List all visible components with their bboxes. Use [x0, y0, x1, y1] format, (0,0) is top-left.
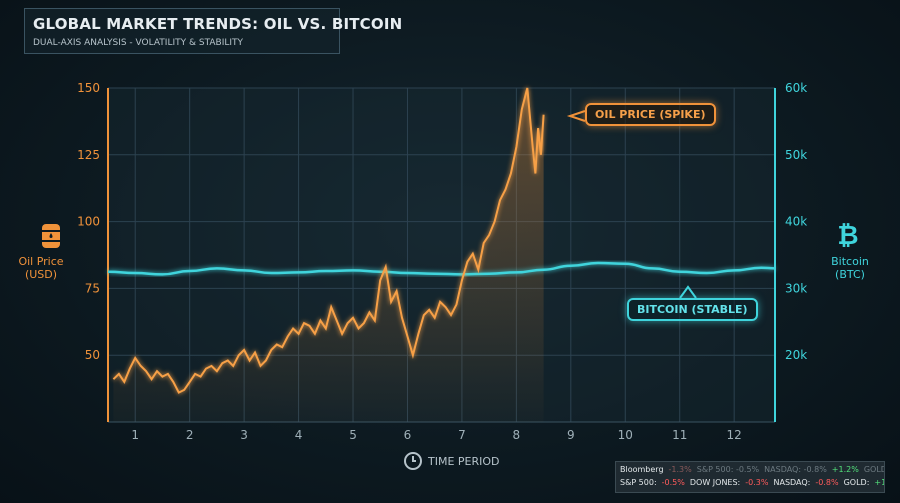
- ticker-item: +1.2%: [874, 478, 884, 487]
- left-tick-label: 75: [85, 281, 100, 295]
- clock-icon: [404, 452, 422, 470]
- ticker-item: -1.3%: [668, 465, 692, 474]
- x-axis-label-text: TIME PERIOD: [428, 454, 500, 468]
- x-tick-label: 6: [404, 428, 412, 442]
- x-tick-label: 12: [727, 428, 742, 442]
- left-tick-label: 100: [77, 215, 100, 229]
- x-axis-label: TIME PERIOD: [404, 452, 500, 470]
- bitcoin-series-line: [107, 261, 776, 276]
- x-tick-label: 4: [295, 428, 303, 442]
- ticker-item: -0.8%: [815, 478, 839, 487]
- ticker-item: NASDAQ:: [773, 478, 811, 487]
- x-tick-label: 10: [618, 428, 633, 442]
- ticker-item: S&P 500: -0.5%: [696, 465, 760, 474]
- right-axis-label: Bitcoin (BTC): [822, 255, 878, 281]
- ticker-row-1: Bloomberg -1.3% S&P 500: -0.5% NASDAQ: -0.8…: [620, 465, 884, 474]
- left-axis-label-line2: (USD): [24, 268, 58, 281]
- oil-area-fill: [113, 88, 544, 422]
- oil-series-line: [112, 87, 545, 394]
- ticker-item: S&P 500:: [620, 478, 657, 487]
- x-tick-label: 5: [349, 428, 357, 442]
- left-tick-label: 50: [85, 348, 100, 362]
- ticker-item: Bloomberg: [620, 465, 664, 474]
- left-tick-label: 150: [77, 81, 100, 95]
- right-tick-label: 20k: [785, 348, 807, 362]
- x-tick-label: 7: [458, 428, 466, 442]
- right-tick-label: 60k: [785, 81, 807, 95]
- left-tick-label: 125: [77, 148, 100, 162]
- chart-title: GLOBAL MARKET TRENDS: OIL VS. BITCOIN: [33, 15, 403, 33]
- ticker-item: -0.3%: [745, 478, 769, 487]
- chart-subtitle: DUAL-AXIS ANALYSIS - VOLATILITY & STABIL…: [33, 38, 244, 48]
- ticker-item: NASDAQ: -0.8%: [764, 465, 827, 474]
- x-tick-label: 11: [672, 428, 687, 442]
- ticker-item: GOLD:: [863, 465, 884, 474]
- right-tick-label: 30k: [785, 281, 807, 295]
- right-axis-label-line2: (BTC): [835, 268, 865, 281]
- btc-callout-pointer: [679, 285, 697, 299]
- ticker-item: GOLD:: [843, 478, 870, 487]
- ticker-row-2: S&P 500: -0.5% DOW JONES: -0.3% NASDAQ: -0.8%…: [620, 478, 884, 487]
- left-axis-label-line1: Oil Price: [18, 255, 64, 268]
- right-axis-label-line1: Bitcoin: [831, 255, 869, 268]
- oil-callout-pointer: [566, 110, 586, 122]
- bitcoin-icon: ₿: [837, 221, 859, 251]
- right-tick-label: 40k: [785, 215, 807, 229]
- oil-callout: OIL PRICE (SPIKE): [585, 103, 716, 126]
- x-tick-label: 8: [513, 428, 521, 442]
- ticker-item: DOW JONES:: [689, 478, 741, 487]
- ticker-item: -0.5%: [661, 478, 685, 487]
- x-tick-label: 2: [186, 428, 194, 442]
- left-axis-label: Oil Price (USD): [16, 255, 66, 281]
- x-tick-label: 3: [240, 428, 248, 442]
- x-tick-label: 9: [567, 428, 575, 442]
- ticker-item: +1.2%: [831, 465, 859, 474]
- title-box: GLOBAL MARKET TRENDS: OIL VS. BITCOIN DU…: [24, 8, 402, 54]
- right-tick-label: 50k: [785, 148, 807, 162]
- market-ticker: Bloomberg -1.3% S&P 500: -0.5% NASDAQ: -0.8…: [615, 461, 885, 493]
- x-tick-label: 1: [131, 428, 139, 442]
- oil-barrel-icon: [40, 222, 62, 250]
- btc-callout: BITCOIN (STABLE): [627, 298, 758, 321]
